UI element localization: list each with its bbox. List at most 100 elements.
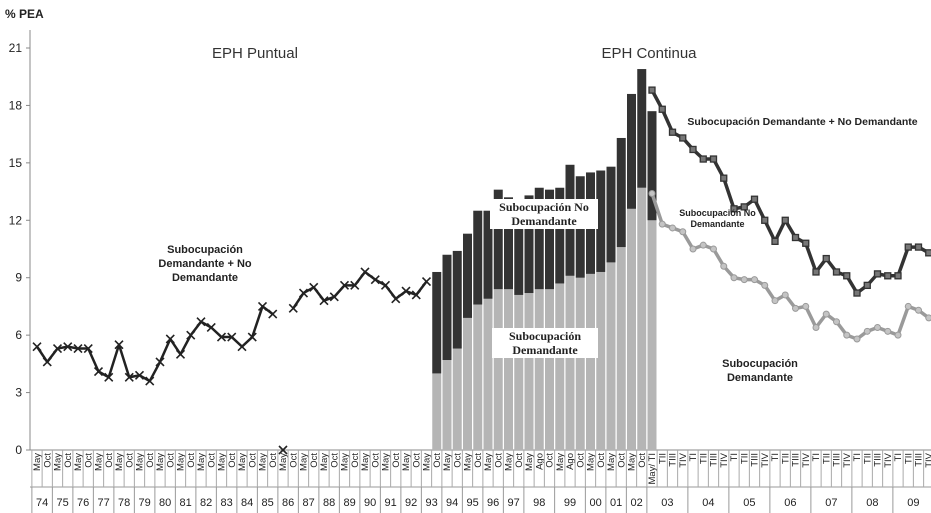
marker: [781, 291, 789, 299]
marker: [699, 241, 707, 249]
annotation: EPH Continua: [601, 45, 697, 62]
bar: [473, 304, 483, 450]
marker: [843, 331, 851, 339]
x-tick-label: Ago: [565, 453, 576, 470]
x-tick-label: May: [483, 453, 494, 471]
year-label: 74: [36, 497, 48, 509]
bar: [606, 166, 616, 263]
x-tick-label: May: [381, 453, 392, 471]
marker: [761, 281, 769, 289]
marker: [237, 342, 247, 352]
x-tick-label: Oct: [165, 453, 176, 468]
bar: [596, 271, 606, 450]
marker: [873, 270, 882, 278]
x-tick-label: May: [237, 453, 248, 471]
bar: [463, 233, 472, 318]
x-tick-label: Oct: [545, 453, 556, 468]
marker: [360, 267, 370, 277]
marker: [196, 317, 206, 327]
x-tick-label: TIV: [842, 452, 853, 467]
year-label: 78: [118, 497, 130, 509]
marker: [925, 249, 931, 257]
x-tick-label: TII: [862, 453, 873, 464]
year-label: 75: [57, 497, 69, 509]
x-tick-label: Oct: [247, 453, 258, 468]
x-tick-label: Oct: [411, 453, 422, 468]
x-tick-label: May: [94, 453, 105, 471]
year-label: 90: [364, 497, 376, 509]
x-tick-label: Oct: [104, 453, 115, 468]
x-tick-label: Oct: [350, 453, 361, 468]
x-tick-label: Oct: [596, 453, 607, 468]
x-tick-label: May: [401, 453, 412, 471]
x-tick-label: TIII: [914, 453, 925, 467]
marker: [268, 309, 278, 319]
marker: [298, 288, 309, 298]
year-label: 98: [533, 497, 545, 509]
marker: [740, 276, 748, 284]
x-tick-label: Oct: [370, 453, 381, 468]
y-tick-label: 18: [9, 98, 23, 112]
marker: [904, 302, 912, 310]
x-tick-label: Oct: [575, 453, 586, 468]
bar: [586, 273, 595, 450]
bar: [647, 220, 657, 450]
x-tick-label: TIII: [873, 453, 884, 467]
marker: [730, 205, 738, 213]
series-label: Subocupación No Demandante: [490, 199, 598, 229]
x-tick-label: May: [278, 453, 289, 471]
marker: [350, 280, 360, 290]
x-tick-label: May/ TI: [647, 453, 658, 485]
x-tick-label: May: [155, 453, 166, 471]
marker: [925, 314, 931, 322]
x-tick-label: TIII: [709, 453, 720, 467]
year-label: 83: [221, 497, 233, 509]
series-label: Subocupación Demandante + No Demandante: [687, 116, 918, 128]
series-label: Subocupación Demandante + No Demandante: [158, 244, 252, 284]
marker: [145, 376, 155, 386]
x-tick-label: TIV: [678, 452, 689, 467]
marker: [679, 228, 687, 236]
marker: [904, 243, 912, 251]
marker: [206, 322, 216, 333]
year-label: 85: [262, 497, 274, 509]
x-tick-label: TI: [811, 453, 822, 461]
year-label: 93: [426, 497, 438, 509]
marker: [689, 145, 697, 154]
annotation: Subocupación No Demandante: [679, 208, 756, 229]
bar: [432, 271, 442, 374]
marker: [689, 245, 697, 253]
marker: [771, 237, 779, 245]
marker: [175, 349, 186, 359]
x-tick-label: TI: [729, 453, 740, 461]
x-tick-label: TIV: [801, 452, 812, 467]
marker: [822, 254, 830, 263]
bar: [514, 199, 524, 295]
marker: [104, 372, 114, 382]
bar: [534, 187, 544, 290]
marker: [339, 280, 350, 290]
x-tick-label: May: [299, 453, 310, 471]
marker: [401, 286, 411, 296]
bar: [575, 277, 585, 450]
x-tick-label: Oct: [124, 453, 135, 468]
x-tick-label: TIII: [668, 453, 679, 467]
marker: [93, 366, 104, 377]
x-tick-label: May: [627, 453, 638, 471]
bar: [545, 289, 554, 450]
marker: [863, 281, 871, 290]
x-tick-label: Oct: [391, 453, 402, 468]
y-tick-label: 12: [9, 213, 23, 227]
bar: [524, 195, 534, 294]
bar: [463, 317, 472, 450]
series-label: Subocupación Demandante: [492, 328, 598, 358]
year-label: 87: [303, 497, 315, 509]
x-tick-label: TIII: [750, 453, 761, 467]
year-label: 99: [564, 497, 576, 509]
marker: [884, 272, 892, 280]
marker: [833, 318, 840, 326]
marker: [668, 128, 677, 136]
annotation: EPH Puntual: [212, 45, 298, 62]
bar: [637, 187, 647, 450]
x-tick-label: Oct: [42, 453, 53, 468]
